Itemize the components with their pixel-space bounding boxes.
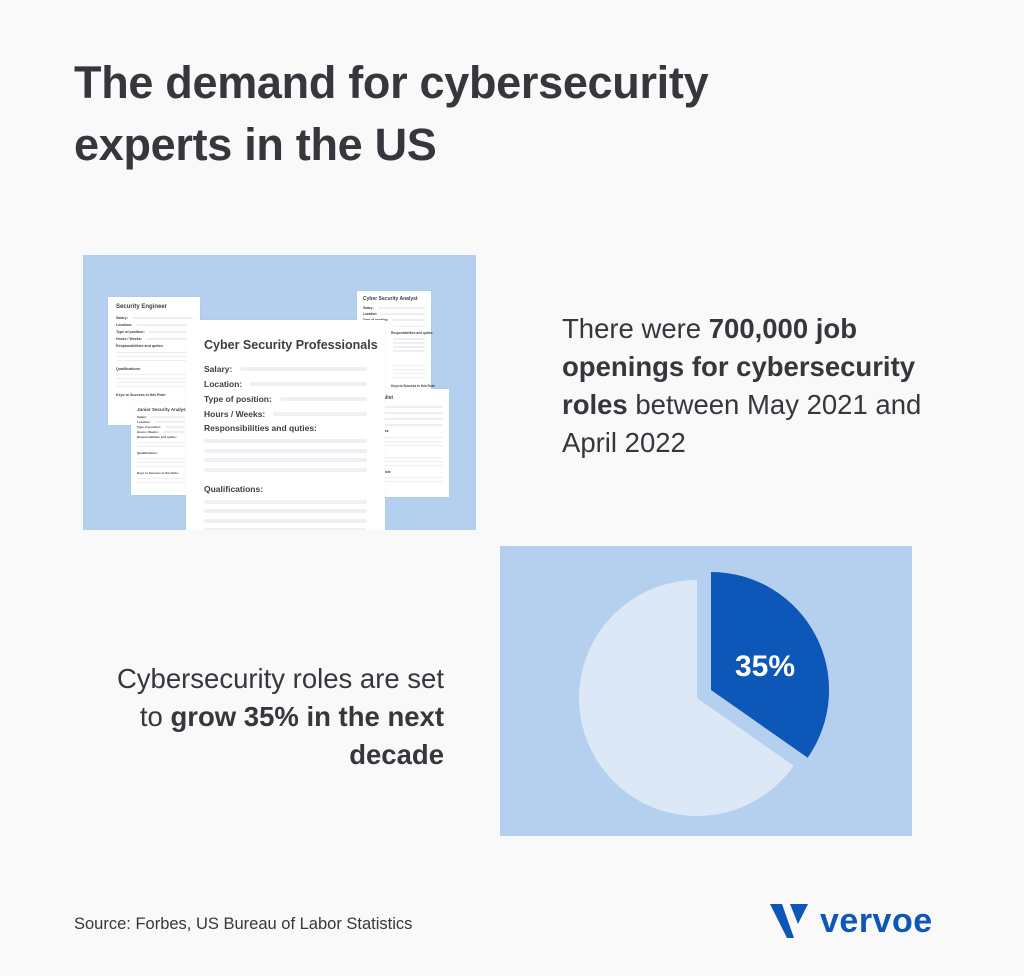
growth-highlight: grow 35% in the next decade xyxy=(170,701,444,770)
field-row: Salary: xyxy=(363,305,425,311)
pie-slice-label: 35% xyxy=(735,650,795,683)
section-label: Responsibilities and quties: xyxy=(204,423,317,433)
field-row: Type of position: xyxy=(137,424,185,429)
growth-pie-chart-panel: 35% xyxy=(500,546,912,836)
vervoe-logo: vervoe xyxy=(770,904,933,938)
growth-stat: Cybersecurity roles are set to grow 35% … xyxy=(116,663,444,770)
growth-pie-chart: 35% xyxy=(579,572,830,816)
section-label: Qualifications: xyxy=(204,483,264,494)
field-row: Salary: xyxy=(204,361,367,376)
field-row: Location: xyxy=(116,321,192,328)
section-label: Keys to Success in this Role: xyxy=(391,384,436,388)
section-label: Responsibilities and quties: xyxy=(391,330,434,335)
section-label: Qualifications: xyxy=(137,451,158,455)
pie-slice-growth xyxy=(711,572,830,758)
field-row: Hours / Weeks: xyxy=(116,335,192,342)
job-openings-stat: There were 700,000 job openings for cybe… xyxy=(562,313,922,458)
section-label: Qualifications: xyxy=(116,367,141,371)
field-row: Type of position: xyxy=(204,391,367,406)
field-row: Type of position: xyxy=(116,328,192,335)
section-label: Responsibilities and quties: xyxy=(137,434,177,439)
job-openings-highlight: 700,000 job openings for cybersecurity r… xyxy=(562,313,916,420)
field-row: Location: xyxy=(363,311,425,317)
pie-slice-remainder xyxy=(579,580,794,816)
field-row: Hours / Weeks: xyxy=(204,406,367,421)
field-row: Salary: xyxy=(137,414,185,419)
job-card-title: Cyber Security Professionals xyxy=(204,338,378,352)
job-postings-illustration: Security Engineer Salary: Location: Type… xyxy=(83,255,476,530)
logo-wordmark: vervoe xyxy=(820,902,933,940)
job-card-title: Junior Security Analyst xyxy=(137,407,188,412)
vervoe-v-logo-icon xyxy=(770,904,808,938)
job-card-title: Security Engineer xyxy=(116,304,168,310)
job-card-junior-security-analyst: Junior Security Analyst Salary: Location… xyxy=(131,402,191,495)
job-card-title: Cyber Security Analyst xyxy=(363,296,418,302)
job-card-cyber-security-professionals: Cyber Security Professionals Salary: Loc… xyxy=(186,320,385,530)
field-row: Salary: xyxy=(116,314,192,321)
field-row: Location: xyxy=(204,376,367,391)
section-label: Keys to Success in this Role: xyxy=(137,471,179,475)
section-label: Responsibilities and quties: xyxy=(116,343,164,348)
field-row: Location: xyxy=(137,419,185,424)
field-row: Hours / Weeks: xyxy=(137,429,185,434)
page-title: The demand for cybersecurity experts in … xyxy=(74,57,709,170)
section-label: Keys to Success in this Role: xyxy=(116,393,167,397)
source-citation: Source: Forbes, US Bureau of Labor Stati… xyxy=(74,915,413,933)
